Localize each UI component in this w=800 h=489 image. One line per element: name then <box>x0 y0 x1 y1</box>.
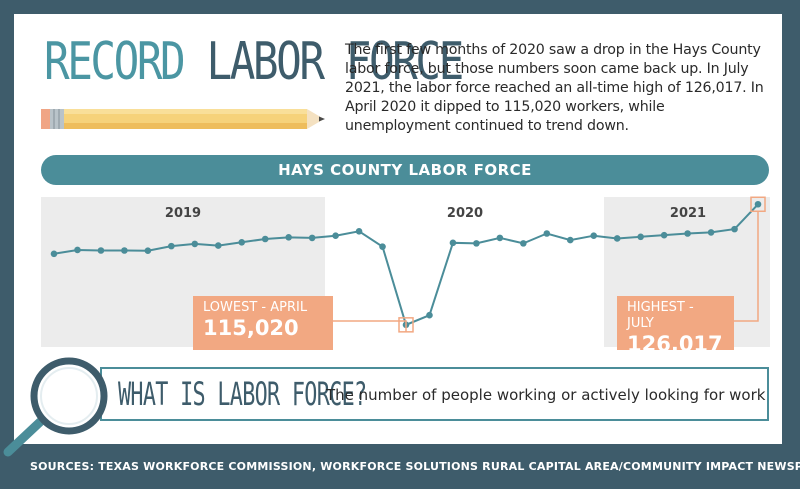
data-point <box>74 246 81 254</box>
definition-heading: WHAT IS LABOR FORCE? <box>118 375 367 413</box>
definition-box <box>100 367 769 421</box>
data-point <box>660 231 668 239</box>
data-point <box>144 247 152 255</box>
data-point <box>520 240 527 247</box>
data-point <box>355 228 363 235</box>
data-point <box>168 242 175 250</box>
data-point <box>121 247 128 254</box>
data-point <box>50 250 58 258</box>
lowest-callout: LOWEST - APRIL 115,020 <box>193 296 333 350</box>
definition-text: The number of people working or actively… <box>326 386 766 404</box>
title-word-record: RECORD <box>44 32 186 92</box>
data-point <box>191 240 199 248</box>
data-point <box>285 234 292 241</box>
highest-callout-label: HIGHEST - JULY <box>627 300 694 331</box>
data-point <box>238 238 246 246</box>
highest-callout-value: 126,017 <box>627 332 723 356</box>
magnifier-icon <box>3 357 108 457</box>
data-point <box>754 200 762 208</box>
highest-callout: HIGHEST - JULY 126,017 <box>617 296 734 356</box>
data-point <box>566 236 574 244</box>
data-point <box>473 240 480 247</box>
data-point <box>684 230 691 237</box>
data-point <box>261 235 269 243</box>
lowest-connector <box>313 320 407 332</box>
data-point <box>731 225 738 233</box>
data-point <box>707 229 715 236</box>
data-point <box>97 247 105 254</box>
data-point <box>332 232 339 239</box>
data-point <box>426 311 433 319</box>
page-title: RECORD LABOR FORCE <box>44 36 464 88</box>
year-label-2020: 2020 <box>447 206 483 221</box>
intro-paragraph: The first few months of 2020 saw a drop … <box>345 42 764 134</box>
sources-footer: SOURCES: TEXAS WORKFORCE COMMISSION, WOR… <box>30 460 800 473</box>
lowest-callout-label: LOWEST - APRIL <box>203 300 308 315</box>
data-point <box>543 230 551 237</box>
pencil-icon <box>41 109 325 129</box>
chart-title-banner: HAYS COUNTY LABOR FORCE <box>41 155 769 185</box>
data-point <box>496 234 504 242</box>
data-point <box>613 235 621 242</box>
data-point <box>379 243 386 250</box>
data-point <box>449 239 457 247</box>
year-label-2019: 2019 <box>165 206 201 221</box>
lowest-callout-value: 115,020 <box>203 316 299 340</box>
data-point <box>214 242 222 249</box>
data-point <box>637 233 644 241</box>
data-point <box>308 234 316 242</box>
data-point <box>590 232 598 239</box>
year-label-2021: 2021 <box>670 206 706 221</box>
title-word-labor-force: LABOR FORCE <box>206 32 464 92</box>
